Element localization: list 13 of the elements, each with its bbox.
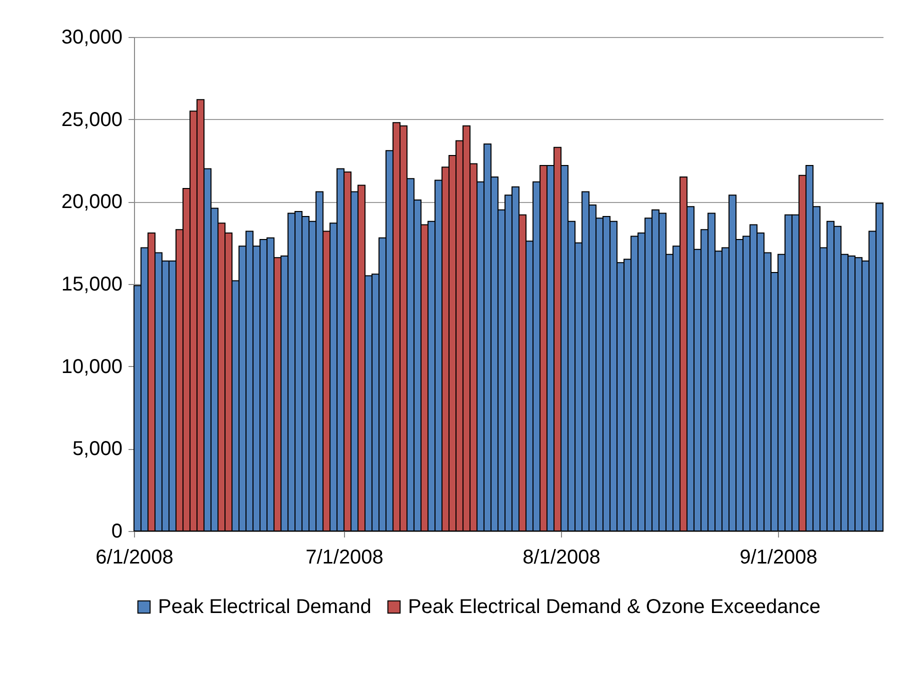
- y-tick-label: 15,000: [61, 274, 122, 296]
- y-tick-label: 20,000: [61, 191, 122, 214]
- x-tick-label: 9/1/2008: [740, 546, 818, 568]
- legend-label: Peak Electrical Demand: [158, 596, 372, 618]
- x-tick-label: 7/1/2008: [306, 546, 384, 568]
- y-tick-label: 5,000: [72, 438, 122, 460]
- y-tick-label: 25,000: [61, 108, 122, 131]
- legend-label: Peak Electrical Demand & Ozone Exceedance: [408, 596, 820, 618]
- y-tick-label: 30,000: [61, 26, 122, 48]
- x-tick-label: 6/1/2008: [96, 546, 174, 568]
- x-tick-label: 8/1/2008: [522, 546, 600, 568]
- y-tick-label: 0: [111, 520, 122, 542]
- y-tick-label: 10,000: [61, 356, 122, 378]
